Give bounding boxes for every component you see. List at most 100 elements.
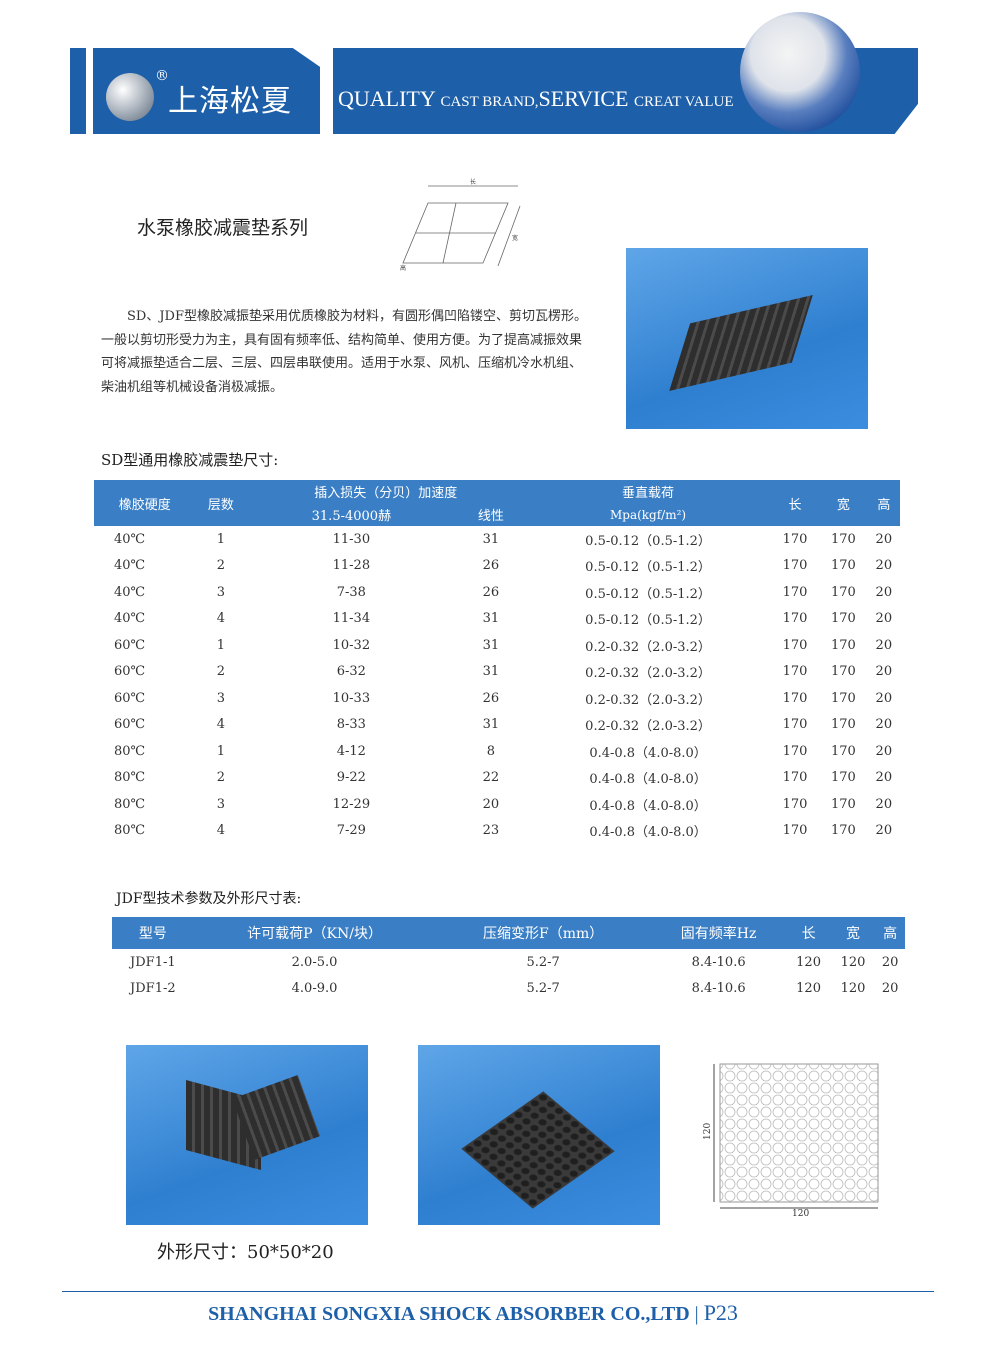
table-cell: 0.5-0.12（0.5-1.2）	[585, 533, 711, 549]
table-cell: 4	[216, 823, 226, 839]
product-photo-jdf-pad	[418, 1045, 660, 1225]
col-vertical-load: 垂直载荷	[525, 480, 771, 503]
table-cell: 80℃	[114, 823, 146, 839]
table-cell: 9-22	[336, 770, 366, 786]
table-cell: 170	[782, 690, 808, 706]
table-row: 80℃ 1 4-12 8 0.4-0.8（4.0-8.0） 170 170 20	[94, 738, 900, 765]
diagram-height-label: 高	[400, 264, 406, 272]
table-cell: 8	[486, 743, 496, 759]
table-cell: 10-33	[332, 690, 371, 706]
table-cell: 170	[782, 664, 808, 680]
col-hardness: 橡胶硬度	[94, 480, 196, 526]
table-row: 80℃ 4 7-29 23 0.4-0.8（4.0-8.0） 170 170 20	[94, 818, 900, 845]
table-cell: 170	[831, 796, 856, 812]
table-cell: 6-32	[336, 664, 366, 680]
table-cell: 120	[796, 981, 821, 997]
product-photo-corrugated-pads	[126, 1045, 368, 1225]
slogan-part: CAST BRAND,	[440, 94, 539, 110]
jdf-drawing: 120 120	[703, 1063, 879, 1219]
table-cell: 7-29	[336, 823, 366, 839]
table-cell: 20	[875, 531, 893, 547]
table-cell: 80℃	[114, 770, 146, 786]
table-cell: 170	[831, 637, 856, 653]
registered-mark: ®	[155, 68, 169, 84]
table-cell: 170	[831, 743, 856, 759]
table-cell: 11-28	[332, 558, 371, 574]
table-row: 40℃ 1 11-30 31 0.5-0.12（0.5-1.2） 170 170 20	[94, 526, 900, 553]
table-cell: 20	[875, 770, 893, 786]
drawing-width-label: 120	[792, 1209, 809, 1219]
table-row: 80℃ 2 9-22 22 0.4-0.8（4.0-8.0） 170 170 20	[94, 765, 900, 792]
table-cell: 40℃	[114, 611, 146, 627]
table-cell: 170	[831, 717, 856, 733]
header-accent-bar	[70, 48, 86, 134]
table-row: 60℃ 4 8-33 31 0.2-0.32（2.0-3.2） 170 170 20	[94, 712, 900, 739]
table-cell: 23	[482, 823, 500, 839]
table-cell: 8.4-10.6	[691, 981, 746, 997]
table-cell: 170	[782, 743, 808, 759]
table-cell: 170	[831, 664, 856, 680]
table-cell: 80℃	[114, 743, 146, 759]
col-width: 宽	[819, 480, 868, 526]
jdf-table-caption: JDF型技术参数及外形尺寸表:	[116, 891, 302, 907]
table-cell: 170	[782, 770, 808, 786]
column-header: 型号	[112, 917, 194, 949]
table-cell: 4.0-9.0	[291, 981, 338, 997]
table-cell: 20	[875, 743, 893, 759]
footer-separator: |	[694, 1303, 699, 1325]
table-cell: 20	[875, 584, 893, 600]
table-cell: 0.5-0.12（0.5-1.2）	[585, 613, 711, 629]
table-cell: 0.4-0.8（4.0-8.0）	[589, 798, 707, 814]
table-cell: 60℃	[114, 637, 146, 653]
table-cell: 170	[831, 558, 856, 574]
footer-divider	[62, 1291, 934, 1292]
col-freq-range: 31.5-4000赫	[246, 503, 457, 526]
table-cell: 170	[831, 823, 856, 839]
table-cell: 10-32	[332, 637, 371, 653]
table-cell: 5.2-7	[526, 981, 560, 997]
company-logo-icon	[106, 73, 154, 121]
table-cell: JDF1-2	[130, 981, 176, 997]
table-cell: 0.4-0.8（4.0-8.0）	[589, 745, 707, 761]
table-cell: 20	[875, 637, 893, 653]
table-cell: 170	[782, 637, 808, 653]
table-cell: 170	[831, 770, 856, 786]
table-cell: 40℃	[114, 558, 146, 574]
column-header: 压缩变形F（mm）	[435, 917, 651, 949]
table-cell: 170	[831, 584, 856, 600]
table-cell: 1	[216, 637, 226, 653]
table-cell: 20	[875, 690, 893, 706]
table-cell: 2	[216, 770, 226, 786]
table-cell: 170	[831, 531, 856, 547]
col-height: 高	[867, 480, 900, 526]
size-caption: 外形尺寸：50*50*20	[157, 1242, 334, 1263]
column-header: 长	[786, 917, 831, 949]
table-cell: 40℃	[114, 584, 146, 600]
table-cell: 20	[875, 558, 893, 574]
jdf-spec-table: 型号 许可载荷P（KN/块） 压缩变形F（mm） 固有频率Hz 长宽高 JDF1-1 2.…	[112, 917, 905, 1002]
intro-paragraph: SD、JDF型橡胶减振垫采用优质橡胶为材料，有圆形偶凹陷镂空、剪切瓦楞形。一般以…	[101, 309, 587, 395]
globe-image	[740, 12, 860, 132]
table-cell: 31	[482, 611, 500, 627]
table-row: 60℃ 3 10-33 26 0.2-0.32（2.0-3.2） 170 170 20	[94, 685, 900, 712]
table-cell: 8-33	[336, 717, 366, 733]
table-cell: 0.5-0.12（0.5-1.2）	[585, 560, 711, 576]
table-cell: JDF1-1	[130, 954, 176, 970]
table-cell: 40℃	[114, 531, 146, 547]
table-cell: 31	[482, 637, 500, 653]
table-cell: 170	[782, 796, 808, 812]
column-header: 宽	[830, 917, 876, 949]
table-cell: 1	[216, 531, 226, 547]
table-row: 60℃ 2 6-32 31 0.2-0.32（2.0-3.2） 170 170 20	[94, 659, 900, 686]
table-cell: 170	[782, 584, 808, 600]
table-cell: 20	[881, 981, 899, 997]
col-load-unit: Mpa(kgf/m²)	[525, 503, 771, 526]
table-cell: 7-38	[336, 584, 366, 600]
table-cell: 22	[482, 770, 500, 786]
table-cell: 4-12	[336, 743, 366, 759]
slogan-part: SERVICE	[538, 86, 629, 111]
table-row: 40℃ 3 7-38 26 0.5-0.12（0.5-1.2） 170 170 20	[94, 579, 900, 606]
pad-diagram: 长 宽 高	[400, 178, 521, 272]
table-cell: 80℃	[114, 796, 146, 812]
table-cell: 2.0-5.0	[291, 954, 338, 970]
